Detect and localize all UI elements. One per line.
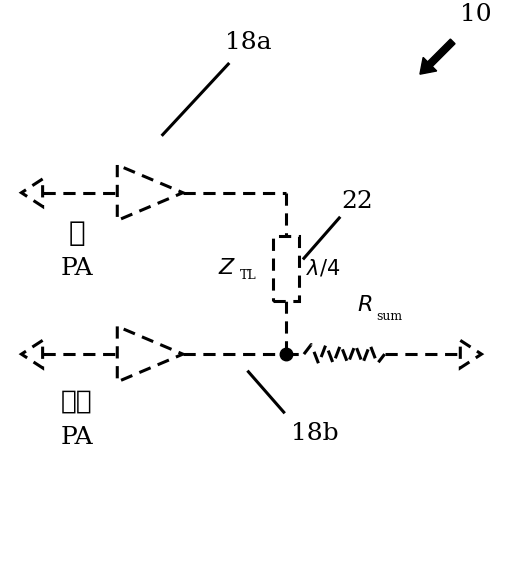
Text: $Z$: $Z$ xyxy=(218,258,236,280)
Text: PA: PA xyxy=(60,426,93,449)
FancyArrow shape xyxy=(420,39,455,74)
Text: 18b: 18b xyxy=(291,422,339,445)
Bar xyxy=(273,235,300,301)
Text: $R$: $R$ xyxy=(357,294,372,316)
Text: 22: 22 xyxy=(341,190,373,213)
Text: PA: PA xyxy=(60,257,93,280)
Text: TL: TL xyxy=(240,269,257,282)
Text: 主: 主 xyxy=(69,219,85,247)
Text: 辅助: 辅助 xyxy=(61,389,93,415)
Text: 18a: 18a xyxy=(225,31,272,54)
Text: sum: sum xyxy=(376,310,402,323)
Text: $\lambda/4$: $\lambda/4$ xyxy=(307,258,341,279)
Text: 10: 10 xyxy=(460,3,492,26)
